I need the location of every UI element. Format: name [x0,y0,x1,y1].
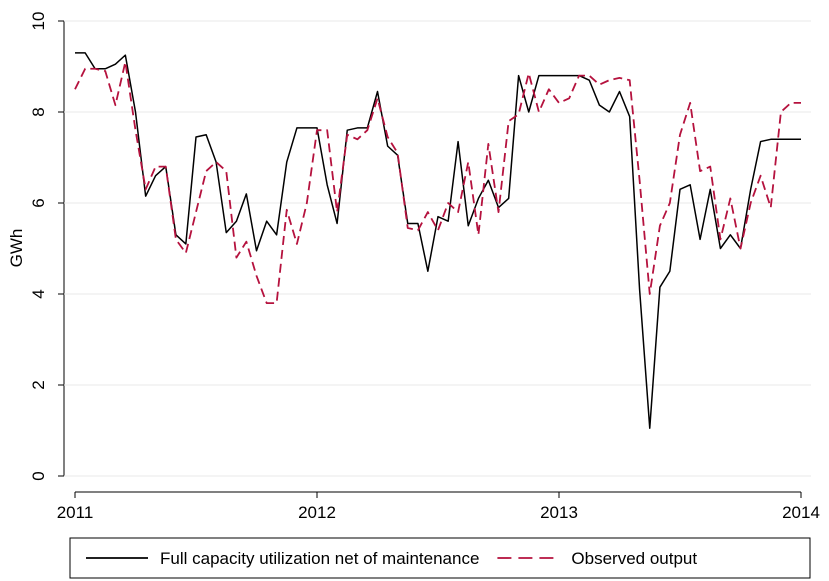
series-line [75,52,801,429]
y-tick-label: 10 [29,12,48,31]
y-tick-label: 6 [29,198,48,207]
series-line [74,61,801,304]
y-tick-label: 0 [29,471,48,480]
x-tick-label: 2014 [782,503,820,522]
y-tick-label: 2 [29,380,48,389]
legend-label: Full capacity utilization net of mainten… [160,549,479,568]
legend-label: Observed output [571,549,697,568]
x-tick-label: 2013 [540,503,578,522]
x-tick-label: 2012 [298,503,336,522]
x-tick-label: 2011 [57,503,94,522]
y-axis-label: GWh [7,229,26,268]
legend-box [69,537,811,579]
y-tick-label: 8 [29,107,48,116]
y-tick-label: 4 [29,289,48,298]
